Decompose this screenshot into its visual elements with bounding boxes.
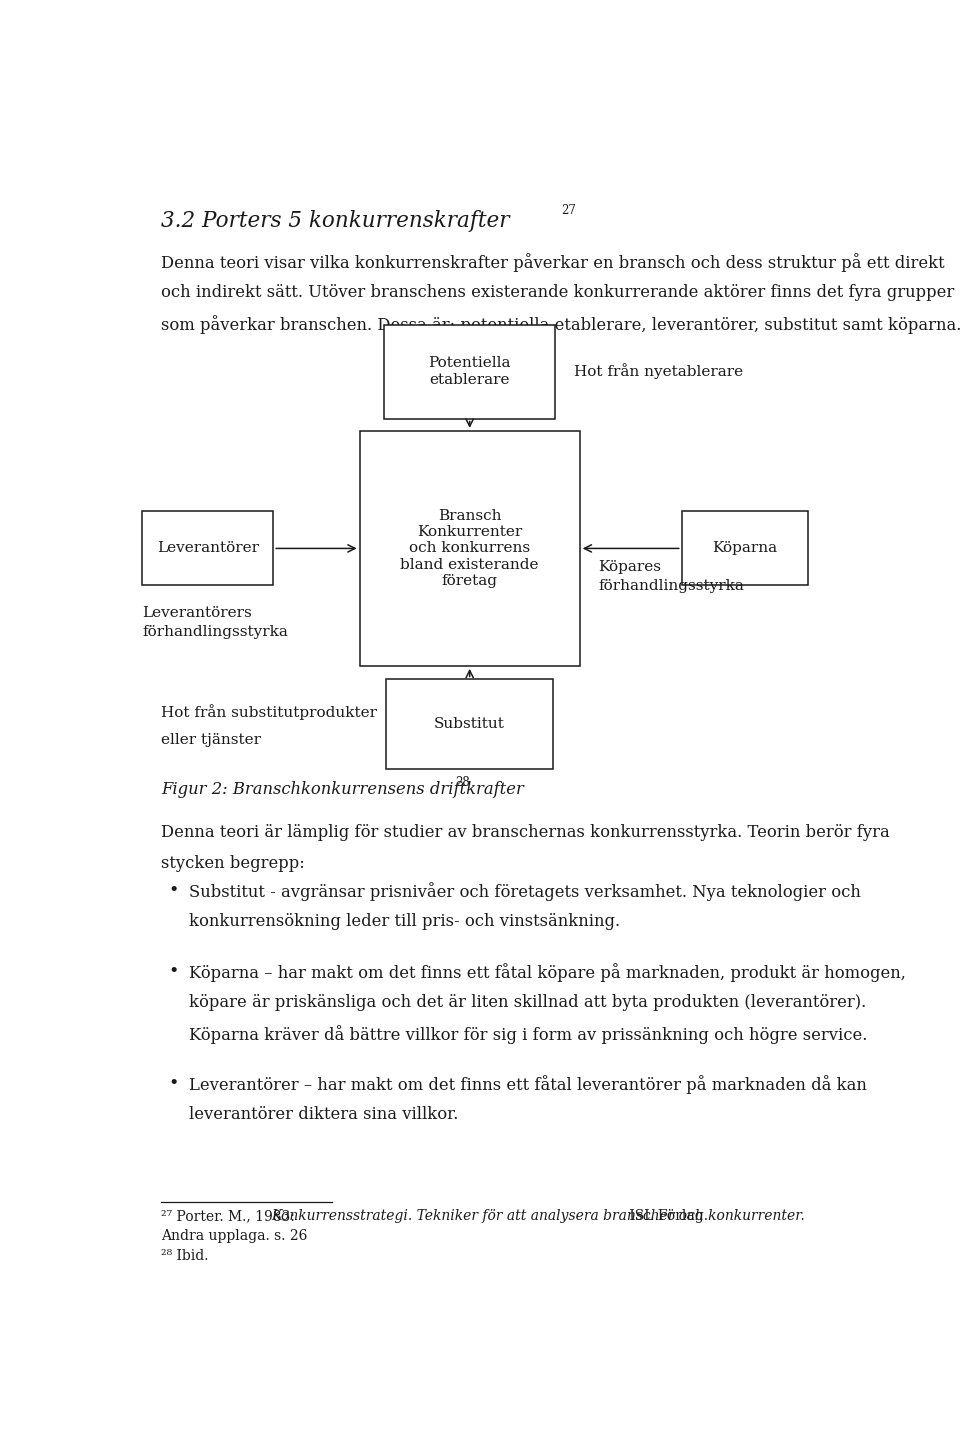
Text: som påverkar branschen. Dessa är: potentiella etablerare, leverantörer, substitu: som påverkar branschen. Dessa är: potent…	[161, 316, 960, 334]
Text: Leverantörer: Leverantörer	[156, 541, 259, 555]
Text: Köpares
förhandlingsstyrka: Köpares förhandlingsstyrka	[598, 560, 744, 593]
Text: Hot från substitutprodukter: Hot från substitutprodukter	[161, 704, 377, 720]
FancyBboxPatch shape	[682, 512, 808, 586]
FancyBboxPatch shape	[360, 430, 580, 666]
Text: ²⁸ Ibid.: ²⁸ Ibid.	[161, 1249, 208, 1264]
Text: Potentiella
etablerare: Potentiella etablerare	[428, 356, 511, 387]
Text: Figur 2: Branschkonkurrensens driftkrafter: Figur 2: Branschkonkurrensens driftkraft…	[161, 781, 524, 798]
Text: konkurrensökning leder till pris- och vinstsänkning.: konkurrensökning leder till pris- och vi…	[189, 913, 620, 931]
FancyBboxPatch shape	[386, 679, 553, 769]
Text: Köparna – har makt om det finns ett fåtal köpare på marknaden, produkt är homoge: Köparna – har makt om det finns ett fåta…	[189, 963, 906, 981]
Text: 27: 27	[562, 204, 576, 217]
Text: ISL Förlag.: ISL Förlag.	[625, 1208, 708, 1223]
Text: Denna teori visar vilka konkurrenskrafter påverkar en bransch och dess struktur : Denna teori visar vilka konkurrenskrafte…	[161, 253, 945, 272]
Text: 3.2 Porters 5 konkurrenskrafter: 3.2 Porters 5 konkurrenskrafter	[161, 211, 510, 233]
Text: Andra upplaga. s. 26: Andra upplaga. s. 26	[161, 1229, 307, 1243]
Text: Bransch
Konkurrenter
och konkurrens
bland existerande
företag: Bransch Konkurrenter och konkurrens blan…	[400, 509, 539, 587]
Text: Leverantörer – har makt om det finns ett fåtal leverantörer på marknaden då kan: Leverantörer – har makt om det finns ett…	[189, 1075, 867, 1093]
Text: Substitut: Substitut	[434, 717, 505, 731]
Text: ²⁷ Porter. M., 1983:: ²⁷ Porter. M., 1983:	[161, 1208, 300, 1223]
Text: och indirekt sätt. Utöver branschens existerande konkurrerande aktörer finns det: och indirekt sätt. Utöver branschens exi…	[161, 284, 954, 301]
Text: köpare är priskänsliga och det är liten skillnad att byta produkten (leverantöre: köpare är priskänsliga och det är liten …	[189, 995, 867, 1011]
Text: eller tjänster: eller tjänster	[161, 733, 261, 747]
Text: stycken begrepp:: stycken begrepp:	[161, 855, 304, 872]
Text: •: •	[168, 883, 179, 900]
Text: Köparna kräver då bättre villkor för sig i form av prissänkning och högre servic: Köparna kräver då bättre villkor för sig…	[189, 1025, 868, 1044]
Text: Hot från nyetablerare: Hot från nyetablerare	[574, 364, 743, 379]
Text: Substitut - avgränsar prisnivåer och företagets verksamhet. Nya teknologier och: Substitut - avgränsar prisnivåer och för…	[189, 883, 861, 901]
Text: •: •	[168, 1075, 179, 1092]
Text: Köparna: Köparna	[712, 541, 778, 555]
Text: Konkurrensstrategi. Tekniker för att analysera branscher och konkurrenter.: Konkurrensstrategi. Tekniker för att ana…	[271, 1208, 804, 1223]
Text: leverantörer diktera sina villkor.: leverantörer diktera sina villkor.	[189, 1106, 459, 1122]
Text: Leverantörers
förhandlingsstyrka: Leverantörers förhandlingsstyrka	[142, 605, 288, 638]
Text: 28: 28	[455, 775, 469, 788]
FancyBboxPatch shape	[142, 512, 274, 586]
Text: Denna teori är lämplig för studier av branschernas konkurrensstyrka. Teorin berö: Denna teori är lämplig för studier av br…	[161, 824, 890, 840]
FancyBboxPatch shape	[384, 324, 555, 419]
Text: •: •	[168, 963, 179, 980]
